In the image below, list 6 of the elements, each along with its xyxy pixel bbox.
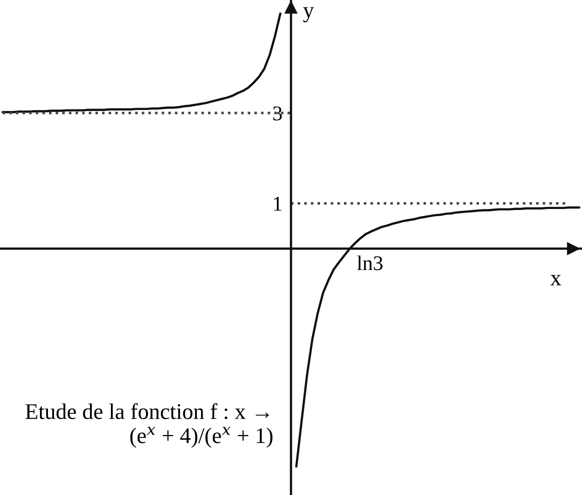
x-axis-title: x bbox=[550, 274, 562, 286]
y-tick-label: 3 bbox=[273, 106, 282, 120]
y-axis-title: y bbox=[303, 7, 314, 22]
annotation: ln3 bbox=[357, 256, 382, 270]
annotation: Etude de la fonction f : x → (e$^{x}$ + 4)/(e$^{x}$ + 1) bbox=[25, 403, 272, 448]
y-tick-label: 1 bbox=[274, 196, 282, 211]
